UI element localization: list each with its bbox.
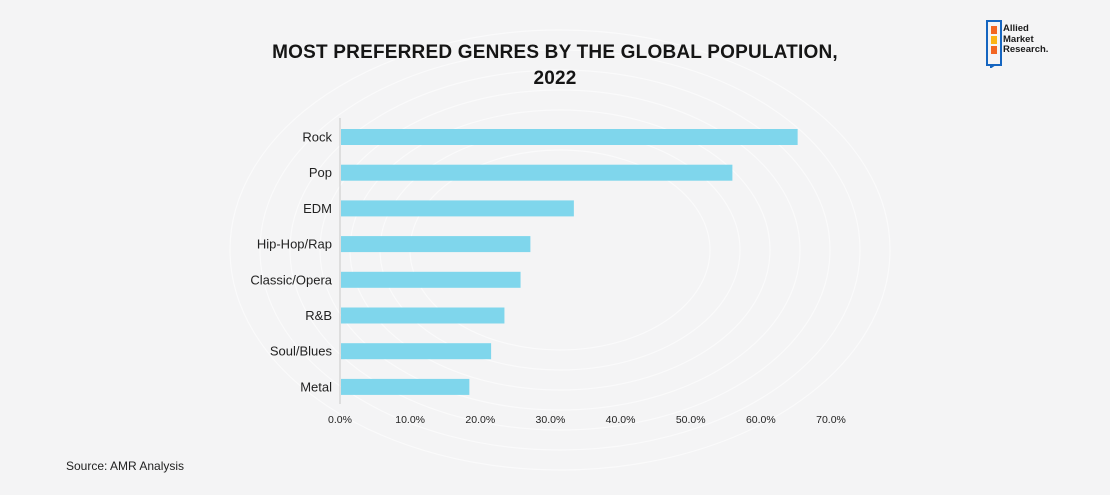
category-label: Metal [300, 379, 332, 394]
x-tick-label: 70.0% [816, 414, 846, 426]
category-label: R&B [305, 308, 332, 323]
logo-line-2: Market [1003, 33, 1034, 45]
x-tick-label: 50.0% [676, 414, 706, 426]
bar-soul-blues [341, 343, 492, 360]
chart-title: MOST PREFERRED GENRES BY THE GLOBAL POPU… [272, 42, 838, 89]
source-note: Source: AMR Analysis [66, 459, 185, 473]
logo-line-1: Allied [1003, 23, 1029, 34]
bar-pop [341, 164, 733, 181]
bar-classic-opera [341, 271, 521, 288]
category-label: Pop [309, 165, 332, 180]
logo-wordmark: Allied Market Research. [1003, 23, 1049, 56]
x-tick-label: 30.0% [536, 414, 566, 426]
bar-hip-hop-rap [341, 236, 531, 253]
bar-edm [341, 200, 574, 217]
x-tick-label: 60.0% [746, 414, 776, 426]
x-tick-label: 0.0% [328, 414, 352, 426]
x-tick-label: 10.0% [395, 414, 425, 426]
x-tick-label: 20.0% [465, 414, 495, 426]
category-label: EDM [303, 201, 332, 216]
amr-logo-icon [986, 20, 1002, 68]
bar-rock [341, 129, 798, 145]
category-label: Hip-Hop/Rap [257, 237, 332, 252]
category-label: Soul/Blues [270, 344, 333, 359]
bar-r-b [341, 307, 505, 324]
x-tick-label: 40.0% [606, 414, 636, 426]
category-label: Rock [302, 130, 332, 145]
bar-metal [341, 378, 470, 395]
logo-line-3: Research. [1003, 44, 1049, 55]
category-label: Classic/Opera [250, 272, 332, 287]
